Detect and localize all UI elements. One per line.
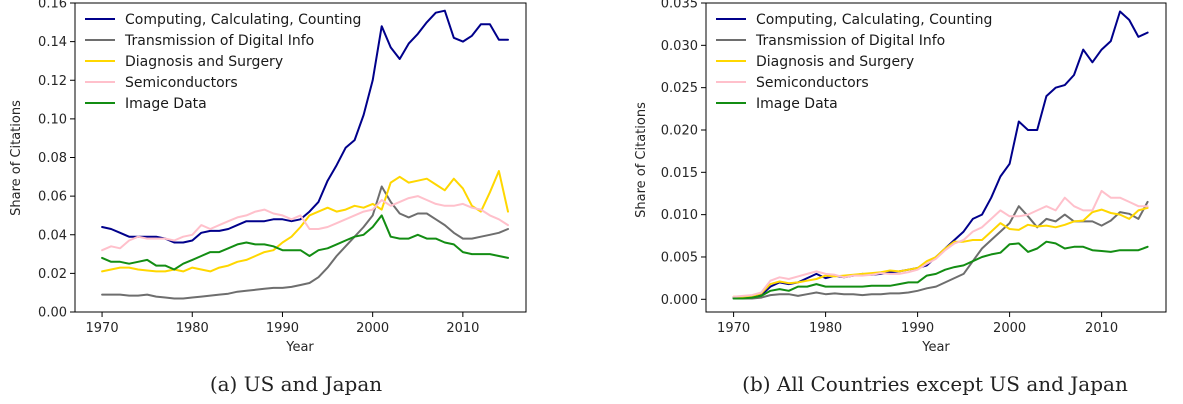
y-axis-label: Share of Citations [9,100,24,216]
legend-label: Semiconductors [756,75,869,91]
y-tick-label: 0.005 [661,250,698,265]
legend-label: Computing, Calculating, Counting [125,12,361,28]
y-tick-label: 0.000 [661,293,698,308]
legend-label: Image Data [125,96,207,112]
y-tick-label: 0.035 [661,0,698,12]
x-axis-label: Year [921,340,950,355]
y-tick-label: 0.14 [38,35,67,50]
legend-label: Diagnosis and Surgery [125,54,283,70]
series-line [101,214,509,271]
y-tick-label: 0.06 [38,190,67,205]
series-line [732,200,1149,300]
x-tick-label: 2000 [356,321,389,336]
y-tick-label: 0.030 [661,39,698,54]
series-line [732,240,1149,300]
legend-label: Diagnosis and Surgery [756,54,914,70]
series-line [101,195,509,252]
legend-label: Semiconductors [125,75,238,91]
y-tick-label: 0.020 [661,123,698,138]
x-tick-label: 2010 [1085,321,1118,336]
legend-label: Image Data [756,96,838,112]
series-line [101,185,509,300]
legend-label: Transmission of Digital Info [124,33,314,49]
y-axis-label: Share of Citations [634,102,649,218]
x-axis-label: Year [285,340,314,355]
y-tick-label: 0.02 [38,267,67,282]
legend-label: Computing, Calculating, Counting [756,12,992,28]
y-tick-label: 0.12 [38,74,67,89]
x-tick-label: 2000 [993,321,1026,336]
x-tick-label: 1970 [86,321,119,336]
x-tick-label: 1980 [809,321,842,336]
panel-caption: (b) All Countries except US and Japan [742,372,1128,396]
series-line [732,206,1149,298]
y-tick-label: 0.010 [661,208,698,223]
series-line [732,189,1149,298]
chart-panel-us-japan: Share of Citations Year (a) US and Japan… [9,0,527,396]
y-tick-label: 0.04 [38,228,67,243]
y-tick-label: 0.08 [38,151,67,166]
y-tick-label: 0.10 [38,112,67,127]
chart-panel-other-countries: Share of Citations Year (b) All Countrie… [634,0,1167,396]
x-tick-label: 1970 [717,321,750,336]
panel-caption: (a) US and Japan [210,372,382,396]
y-tick-label: 0.00 [38,306,67,321]
plot-frame [705,2,1167,313]
legend-label: Transmission of Digital Info [755,33,945,49]
x-tick-label: 2010 [446,321,479,336]
x-tick-label: 1990 [901,321,934,336]
y-tick-label: 0.015 [661,166,698,181]
x-tick-label: 1990 [266,321,299,336]
y-tick-label: 0.025 [661,81,698,96]
plot-frame [74,2,527,313]
x-tick-label: 1980 [176,321,209,336]
y-tick-label: 0.16 [38,0,67,12]
